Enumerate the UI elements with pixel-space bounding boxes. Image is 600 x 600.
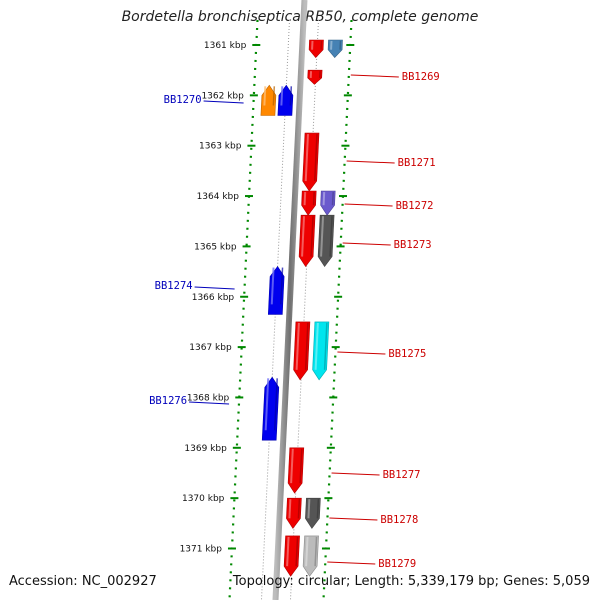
- label-leader-line: [331, 472, 380, 476]
- gene-label: BB1276: [149, 395, 187, 407]
- gene-label: BB1279: [378, 558, 416, 570]
- label-leader-line: [344, 203, 393, 207]
- gene-arrow: [320, 190, 336, 216]
- gene-arrow: [302, 132, 320, 192]
- gene-arrow: [287, 447, 305, 494]
- gene-arrow: [308, 39, 324, 59]
- scale-tick-label: 1369 kbp: [184, 444, 227, 454]
- backbone-line: [272, 0, 308, 600]
- scale-tick-label: 1365 kbp: [194, 242, 237, 252]
- scale-tick-label: 1361 kbp: [204, 41, 247, 51]
- gene-label: BB1273: [394, 239, 432, 251]
- gene-label: BB1274: [155, 280, 193, 292]
- topology-text: Topology: circular; Length: 5,339,179 bp…: [232, 574, 590, 589]
- gene-label: BB1275: [388, 348, 426, 360]
- gene-label: BB1272: [396, 200, 434, 212]
- position-scale: 1361 kbp 1362 kbp 1363 kbp 1364 kbp 1365 kbp…: [180, 41, 355, 555]
- scale-tick-label: 1368 kbp: [187, 393, 230, 403]
- gene-arrow: [307, 69, 323, 85]
- label-leader-line: [327, 561, 376, 565]
- gene-arrow: [293, 321, 311, 381]
- scale-tick-label: 1370 kbp: [182, 494, 225, 504]
- guide-line: [228, 19, 259, 600]
- gene-arrow: [267, 265, 285, 315]
- label-leader-line: [350, 74, 399, 78]
- gene-arrow: [277, 84, 294, 116]
- gene-label: BB1278: [380, 514, 418, 526]
- gene-label: BB1269: [402, 71, 440, 83]
- scale-tick-label: 1367 kbp: [189, 343, 232, 353]
- chromosome-backbone: [272, 0, 308, 600]
- scale-tick-label: 1363 kbp: [199, 142, 242, 152]
- gene-arrow: [312, 321, 330, 381]
- gene-arrow: [261, 376, 280, 441]
- accession-text: Accession: NC_002927: [9, 574, 157, 589]
- scale-tick-label: 1364 kbp: [197, 192, 240, 202]
- gene-arrow: [283, 535, 300, 577]
- gene-arrow: [302, 535, 319, 577]
- gene-arrow: [286, 497, 302, 529]
- label-leader-line: [337, 351, 386, 355]
- scale-tick-label: 1362 kbp: [201, 91, 244, 101]
- guide-line: [322, 19, 353, 600]
- genome-title: Bordetella bronchiseptica RB50, complete…: [121, 9, 479, 25]
- label-leader-line: [194, 286, 235, 290]
- gene-label: BB1270: [164, 94, 202, 106]
- label-leader-line: [346, 160, 395, 164]
- gene-arrow: [260, 84, 277, 116]
- guide-line: [260, 19, 290, 600]
- gene-arrow: [298, 214, 316, 268]
- gene-arrow: [317, 214, 335, 268]
- gene-arrow: [301, 190, 317, 216]
- gene-label: BB1277: [383, 469, 421, 481]
- gene-features: [260, 39, 343, 577]
- gene-arrow: [327, 39, 343, 59]
- label-leader-line: [329, 517, 378, 521]
- gene-label: BB1271: [398, 157, 436, 169]
- label-leader-line: [342, 242, 391, 246]
- scale-tick-label: 1371 kbp: [180, 545, 223, 555]
- scale-tick-label: 1366 kbp: [192, 293, 235, 303]
- gene-labels: BB1269 BB1271 BB1272 BB1273 BB1275 BB1277 BB12…: [149, 71, 440, 570]
- gene-arrow: [305, 497, 321, 529]
- label-leader-line: [203, 100, 244, 104]
- label-leader-line: [189, 401, 230, 405]
